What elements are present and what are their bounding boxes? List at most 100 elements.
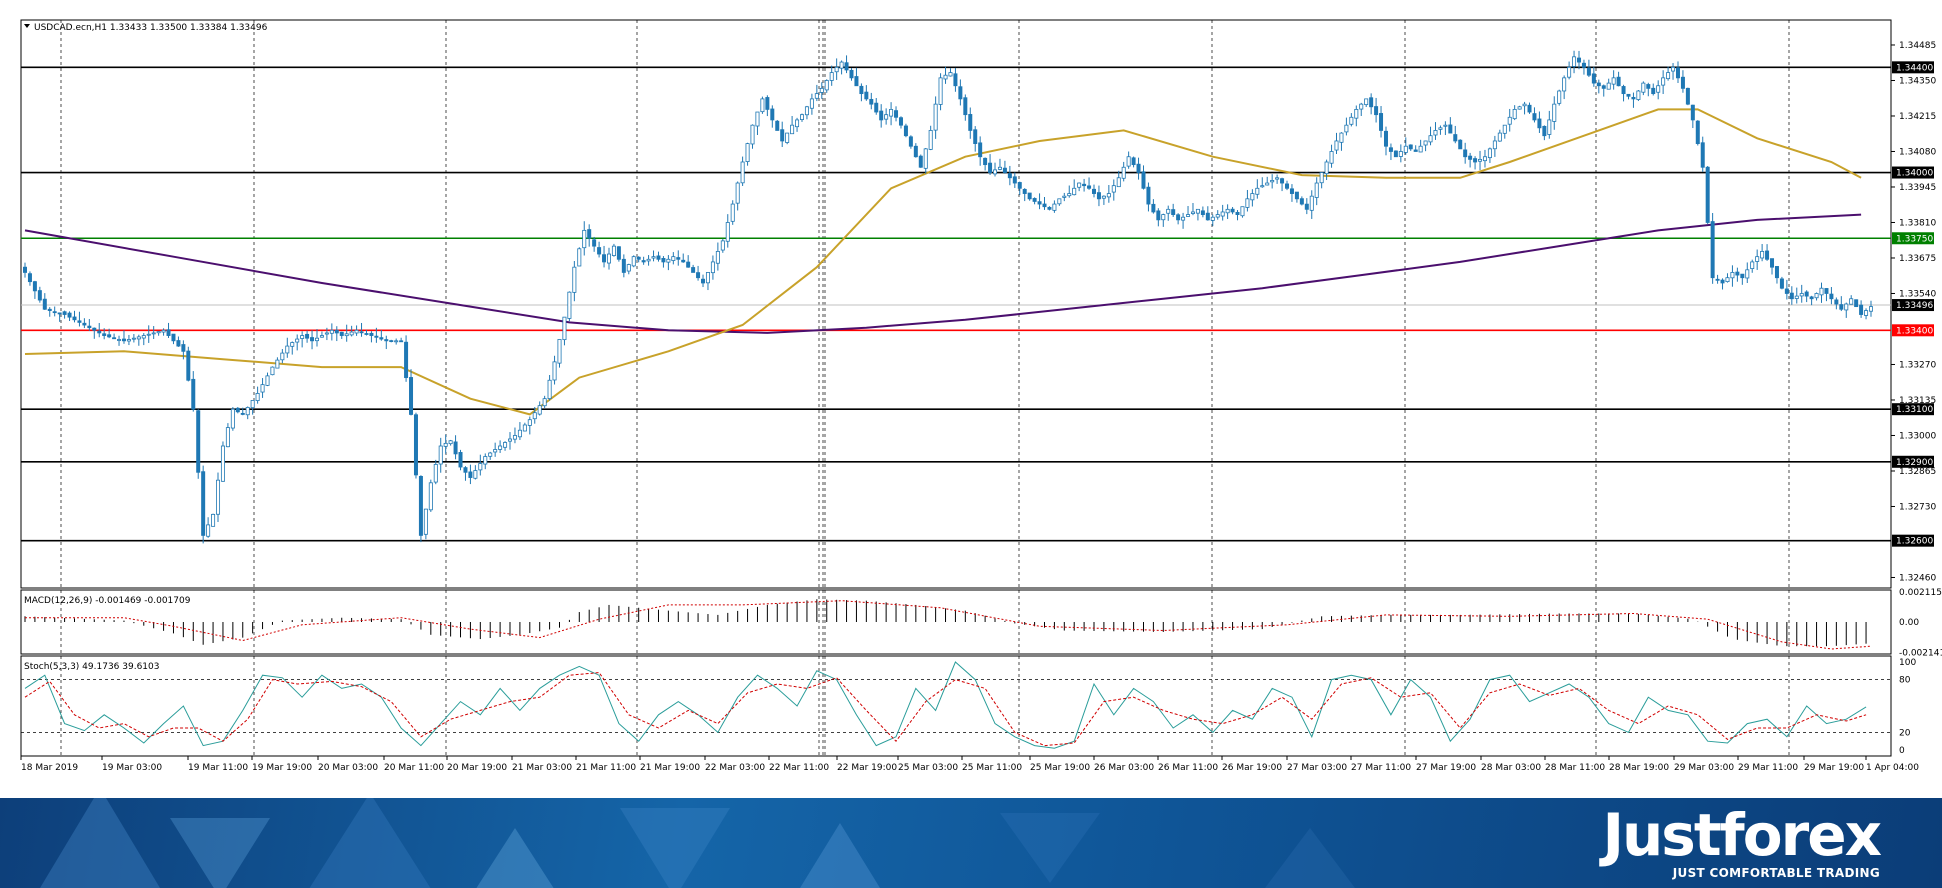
candle-bull bbox=[329, 329, 334, 334]
candle-bull bbox=[705, 272, 710, 284]
candle-bull bbox=[493, 449, 498, 453]
candle-bear bbox=[1235, 211, 1240, 215]
x-tick-label: 21 Mar 03:00 bbox=[512, 763, 572, 773]
candle-bear bbox=[82, 322, 87, 326]
candle-bear bbox=[1047, 206, 1052, 210]
slow-moving-average-line bbox=[24, 213, 1862, 334]
candle-bull bbox=[760, 98, 765, 113]
candle-bull bbox=[1210, 216, 1215, 221]
candle-bear bbox=[1532, 113, 1537, 121]
candle-bear bbox=[1591, 73, 1596, 84]
candle-bull bbox=[1067, 193, 1072, 197]
candle-bear bbox=[1037, 201, 1042, 205]
candle-bear bbox=[1230, 208, 1235, 213]
candle bbox=[671, 252, 676, 265]
candle bbox=[206, 517, 211, 538]
candle-bull bbox=[216, 479, 221, 515]
candle-bear bbox=[968, 114, 973, 131]
candle-bear bbox=[1700, 142, 1705, 168]
candle-bear bbox=[1393, 150, 1398, 158]
candle-bear bbox=[1007, 173, 1012, 179]
candle-bull bbox=[1403, 145, 1408, 153]
stoch-signal-line bbox=[24, 672, 1867, 747]
candle bbox=[1532, 107, 1537, 123]
candle-bear bbox=[384, 339, 389, 342]
candle-bear bbox=[913, 145, 918, 158]
candle-bear bbox=[894, 110, 899, 118]
candle bbox=[1864, 308, 1869, 320]
candle-bear bbox=[1304, 203, 1309, 210]
x-tick-label: 20 Mar 19:00 bbox=[447, 763, 507, 773]
candle bbox=[1418, 139, 1423, 153]
candle bbox=[1577, 50, 1582, 70]
candle-bear bbox=[597, 247, 602, 255]
candle bbox=[1463, 142, 1468, 164]
candle-bull bbox=[1567, 66, 1572, 78]
candle-bull bbox=[354, 329, 359, 334]
y-tick-label: 1.33945 bbox=[1899, 183, 1936, 193]
chart-canvas: 1.34485 1.34350 1.34215 1.34080 1.33945 1.338… bbox=[20, 19, 1942, 773]
candle bbox=[651, 250, 656, 262]
candle-bear bbox=[191, 378, 196, 410]
candle-bull bbox=[1349, 116, 1354, 125]
candle-bull bbox=[715, 251, 720, 264]
candle bbox=[151, 326, 156, 339]
candle bbox=[978, 136, 983, 166]
candle-bull bbox=[606, 253, 611, 264]
candle bbox=[483, 453, 488, 470]
x-tick-label: 22 Mar 11:00 bbox=[769, 763, 829, 773]
candle bbox=[874, 97, 879, 115]
candle bbox=[1383, 126, 1388, 156]
candle-bull bbox=[1794, 295, 1799, 299]
chart-menu-icon[interactable] bbox=[24, 24, 30, 28]
candle-bull bbox=[1181, 216, 1186, 221]
candle-bull bbox=[923, 148, 928, 169]
candle-bear bbox=[1136, 163, 1141, 173]
candle bbox=[1067, 185, 1072, 198]
candle-bull bbox=[1819, 287, 1824, 296]
candle-bull bbox=[1334, 140, 1339, 151]
candle-bear bbox=[854, 76, 859, 87]
x-tick-label: 26 Mar 11:00 bbox=[1158, 763, 1218, 773]
candle-bull bbox=[1572, 56, 1577, 67]
candle bbox=[1824, 288, 1829, 302]
candle bbox=[1616, 71, 1621, 87]
candle bbox=[824, 79, 829, 93]
candle-bear bbox=[869, 98, 874, 105]
candle bbox=[1685, 87, 1690, 106]
candle-bear bbox=[369, 332, 374, 336]
candle bbox=[522, 422, 527, 432]
candle-bear bbox=[844, 62, 849, 71]
candle bbox=[1423, 140, 1428, 152]
candle-bull bbox=[1507, 116, 1512, 125]
candle-bull bbox=[1190, 211, 1195, 214]
candle bbox=[1245, 189, 1250, 212]
candle-bull bbox=[1492, 140, 1497, 150]
candle bbox=[1304, 198, 1309, 215]
candle bbox=[1334, 132, 1339, 155]
candle bbox=[1710, 212, 1715, 284]
candle bbox=[1344, 117, 1349, 136]
candle bbox=[1750, 259, 1755, 273]
candle bbox=[1235, 210, 1240, 221]
candle-bull bbox=[211, 513, 216, 527]
candle-bear bbox=[1577, 57, 1582, 63]
candle-bull bbox=[1760, 251, 1765, 259]
candle bbox=[1527, 102, 1532, 114]
candle-bear bbox=[468, 471, 473, 478]
y-tick-label: 1.34215 bbox=[1899, 112, 1936, 122]
candle-bear bbox=[1383, 130, 1388, 147]
candle-bull bbox=[829, 72, 834, 81]
candle bbox=[1339, 132, 1344, 151]
candle bbox=[557, 339, 562, 368]
candle bbox=[616, 246, 621, 262]
candle-bull bbox=[503, 442, 508, 448]
candle-bull bbox=[1057, 198, 1062, 205]
candle bbox=[864, 85, 869, 101]
y-tick-label: 1.33000 bbox=[1899, 431, 1936, 441]
candle bbox=[705, 272, 710, 291]
y-tick-label: 1.33135 bbox=[1899, 396, 1936, 406]
level-label: 1.32900 bbox=[1896, 458, 1933, 468]
candle bbox=[1567, 61, 1572, 80]
candle-bull bbox=[933, 103, 938, 131]
